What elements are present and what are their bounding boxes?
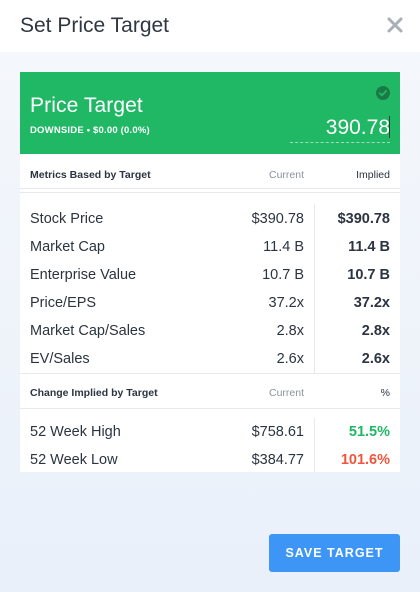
metric-implied: 2.6x xyxy=(361,351,390,367)
metric-implied: 2.8x xyxy=(361,323,390,339)
metric-current: 2.6x xyxy=(276,351,304,367)
metric-name: Market Cap xyxy=(30,239,105,255)
divider xyxy=(20,192,400,193)
table-row: EV/Sales 2.6x 2.6x xyxy=(20,345,400,373)
text-cursor xyxy=(388,116,390,138)
table-row: 52 Week Low $384.77 101.6% xyxy=(20,446,400,474)
change-header-label: Change Implied by Target xyxy=(30,387,158,399)
column-divider xyxy=(314,204,315,374)
save-target-button[interactable]: SAVE TARGET xyxy=(269,534,400,572)
close-icon[interactable] xyxy=(384,14,406,36)
metrics-header-label: Metrics Based by Target xyxy=(30,169,151,181)
metric-implied: 37.2x xyxy=(353,295,390,311)
price-target-input-underline xyxy=(290,142,390,143)
change-current: $384.77 xyxy=(251,452,304,468)
change-header-current: Current xyxy=(268,387,304,399)
change-name: 52 Week Low xyxy=(30,452,118,468)
price-target-card: Price Target DOWNSIDE • $0.00 (0.0%) Met… xyxy=(20,72,400,472)
table-row: Market Cap 11.4 B 11.4 B xyxy=(20,233,400,261)
modal-title: Set Price Target xyxy=(20,14,170,37)
change-header-pct: % xyxy=(380,387,390,399)
column-divider xyxy=(314,418,315,472)
metric-name: EV/Sales xyxy=(30,351,90,367)
divider xyxy=(20,408,400,409)
change-pct: 51.5% xyxy=(348,424,390,440)
change-header: Change Implied by Target Current % xyxy=(20,376,400,410)
metric-current: 10.7 B xyxy=(262,267,304,283)
metric-implied: 11.4 B xyxy=(348,239,390,255)
price-target-input[interactable] xyxy=(270,114,390,142)
price-target-subtitle: DOWNSIDE • $0.00 (0.0%) xyxy=(30,125,150,136)
change-name: 52 Week High xyxy=(30,424,121,440)
metric-name: Market Cap/Sales xyxy=(30,323,146,339)
metric-current: 2.8x xyxy=(276,323,304,339)
table-row: Market Cap/Sales 2.8x 2.8x xyxy=(20,317,400,345)
divider xyxy=(20,373,400,374)
price-target-header: Price Target DOWNSIDE • $0.00 (0.0%) xyxy=(20,72,400,154)
metric-current: 37.2x xyxy=(268,295,304,311)
metrics-header-current: Current xyxy=(268,169,304,181)
metric-implied: $390.78 xyxy=(337,211,390,227)
metric-name: Enterprise Value xyxy=(30,267,137,283)
divider xyxy=(20,188,400,189)
table-row: 52 Week High $758.61 51.5% xyxy=(20,418,400,446)
metric-current: 11.4 B xyxy=(263,239,304,255)
change-pct: 101.6% xyxy=(340,452,390,468)
metrics-header-implied: Implied xyxy=(356,169,390,181)
table-row: Enterprise Value 10.7 B 10.7 B xyxy=(20,261,400,289)
change-current: $758.61 xyxy=(251,424,304,440)
table-row: Stock Price $390.78 $390.78 xyxy=(20,205,400,233)
metric-current: $390.78 xyxy=(251,211,304,227)
check-circle-icon xyxy=(376,86,390,100)
metric-implied: 10.7 B xyxy=(347,267,390,283)
metric-name: Stock Price xyxy=(30,211,104,227)
table-row: Price/EPS 37.2x 37.2x xyxy=(20,289,400,317)
modal-header: Set Price Target xyxy=(0,0,420,52)
price-target-title: Price Target xyxy=(30,94,143,117)
metrics-header: Metrics Based by Target Current Implied xyxy=(20,158,400,192)
metric-name: Price/EPS xyxy=(30,295,97,311)
